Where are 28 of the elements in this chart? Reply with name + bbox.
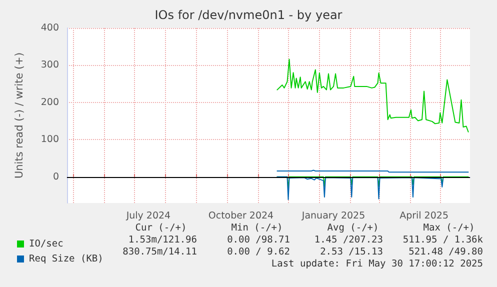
x-tick-label: April 2025 [400, 210, 448, 222]
text: Last update: Fri May 30 17:00:12 2025 [271, 258, 483, 270]
y-tick-label: 200 [40, 96, 59, 108]
y-tick-label: 0 [52, 171, 59, 182]
x-tick-label: October 2024 [208, 210, 274, 222]
text: Avg (-/+) [327, 222, 379, 234]
chart-title: IOs for /dev/nvme0n1 - by year [154, 8, 342, 22]
text: Cur (-/+) [135, 222, 187, 234]
text: 830.75m/14.11 [122, 246, 198, 258]
y-axis-title: Units read (-) / write (+) [14, 52, 26, 179]
text: 0.00 / 9.62 [227, 246, 290, 258]
legend-label: Req Size (KB) [29, 254, 104, 264]
text: 511.95 / 1.36k [402, 234, 484, 246]
text: 1.45 /207.23 [314, 234, 383, 246]
y-tick-label: 100 [40, 134, 59, 146]
text: 1.53m/121.96 [128, 234, 198, 246]
line-series [276, 176, 444, 200]
text: Max (-/+) [423, 222, 475, 234]
y-tick-label: 400 [40, 22, 59, 34]
text: Min (-/+) [231, 222, 283, 234]
text: 2.53 /15.13 [320, 246, 383, 258]
legend-label: IO/sec [29, 238, 64, 250]
line-series [276, 58, 469, 132]
text: 521.48 /49.80 [408, 246, 484, 258]
text: 0.00 /98.71 [227, 234, 290, 246]
y-tick-label: 300 [40, 60, 59, 71]
x-tick-label: July 2024 [125, 210, 171, 222]
x-tick-label: January 2025 [300, 210, 366, 222]
